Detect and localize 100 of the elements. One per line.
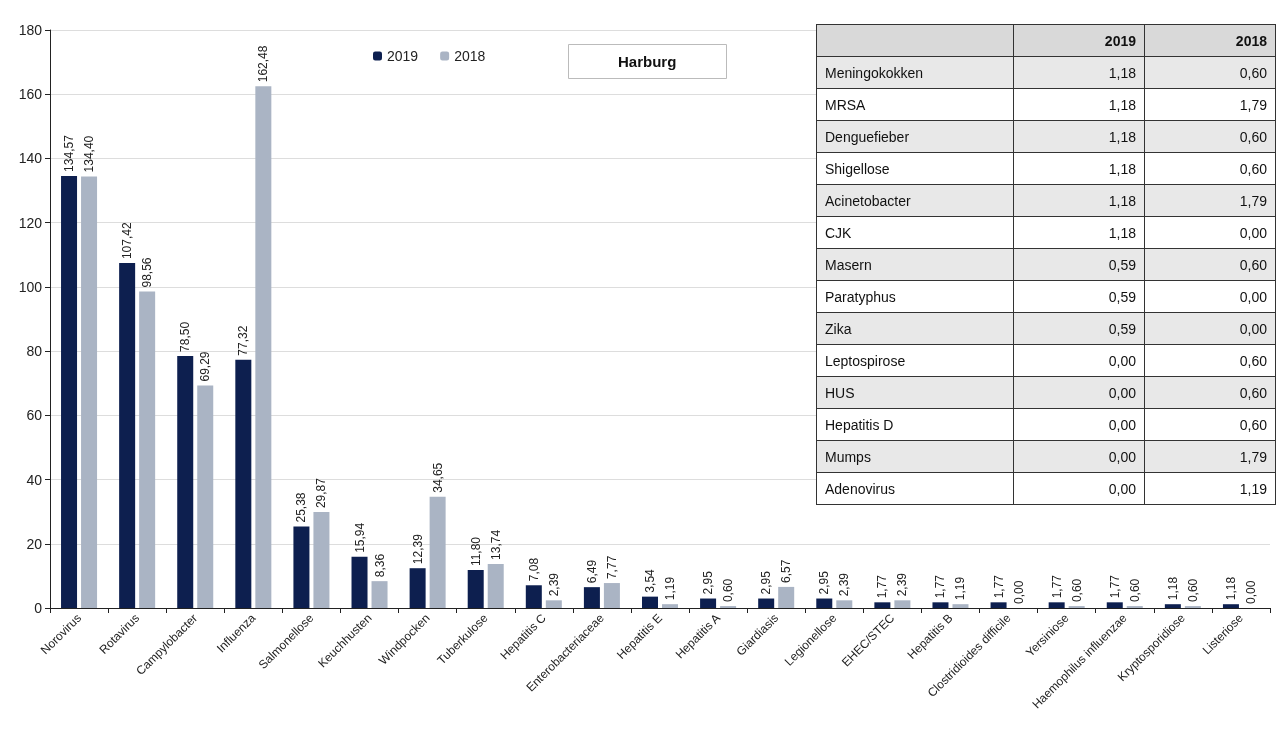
bar [1164, 604, 1181, 608]
data-label: 0,60 [1144, 120, 1276, 153]
data-label: 0,00 [1013, 472, 1145, 505]
bar [429, 496, 446, 608]
y-tick-label: 0 [34, 600, 43, 616]
category-label: MRSA [816, 88, 1014, 121]
data-label: 0,60 [1144, 56, 1276, 89]
data-label: 6,57 [779, 559, 794, 583]
data-label: 1,19 [953, 576, 968, 601]
data-label: 0,00 [1243, 580, 1258, 604]
data-label: 12,39 [410, 533, 425, 565]
y-tick-label: 140 [18, 150, 43, 167]
category-label: HUS [816, 376, 1014, 409]
data-label: 0,00 [1013, 344, 1145, 377]
category-label: Masern [816, 248, 1014, 281]
bar [641, 596, 658, 608]
text: Harburg [618, 53, 677, 70]
data-label: 0,59 [1013, 280, 1145, 313]
data-label: 1,77 [933, 574, 948, 599]
data-label: 11,80 [468, 536, 483, 567]
data-label: 0,60 [1144, 152, 1276, 185]
data-label: 1,79 [1144, 440, 1276, 473]
data-label: 2,39 [837, 572, 852, 597]
data-label: 1,18 [1013, 152, 1145, 185]
data-label: 3,54 [642, 568, 657, 593]
category-label: Denguefieber [816, 120, 1014, 153]
data-label: 2,95 [817, 570, 832, 595]
y-tick-label: 60 [26, 407, 43, 424]
y-tick-label: 100 [18, 278, 43, 295]
data-label: 0,60 [1144, 408, 1276, 441]
data-label: 1,79 [1144, 88, 1276, 121]
bar [81, 176, 98, 608]
bar [583, 587, 600, 608]
data-label: 0,60 [1127, 578, 1142, 603]
bar [313, 512, 330, 608]
data-label: 134,40 [82, 135, 97, 173]
data-label: 77,32 [236, 325, 251, 356]
data-label: 1,77 [1107, 574, 1122, 599]
data-label: 1,18 [1223, 576, 1238, 601]
data-label: 1,77 [875, 574, 890, 599]
series-label: 2018 [1144, 24, 1276, 57]
data-label: 0,00 [1011, 580, 1026, 604]
data-label: 7,08 [526, 557, 541, 582]
y-tick-label: 160 [18, 86, 43, 103]
data-label: 0,00 [1013, 440, 1145, 473]
data-label: 1,18 [1013, 184, 1145, 217]
data-label: 34,65 [430, 462, 445, 493]
legend-label: 2018 [454, 48, 486, 64]
bar [255, 86, 272, 608]
category-label: Paratyphus [816, 280, 1014, 313]
data-label: 134,57 [62, 134, 77, 172]
data-label: 1,18 [1013, 56, 1145, 89]
data-label: 0,60 [1144, 344, 1276, 377]
data-label: 0,00 [1013, 376, 1145, 409]
data-label: 0,60 [721, 578, 736, 603]
bar [700, 598, 717, 608]
data-label: 1,79 [1144, 184, 1276, 217]
bar [758, 598, 775, 608]
category-label: Leptospirose [816, 344, 1014, 377]
data-label: 78,50 [178, 321, 193, 352]
y-tick-label: 180 [18, 22, 43, 38]
bar [1222, 604, 1239, 608]
data-label: 107,42 [120, 222, 135, 260]
data-label: 0,60 [1144, 248, 1276, 281]
data-label: 162,48 [256, 45, 271, 83]
data-label: 1,18 [1013, 216, 1145, 249]
bar [293, 526, 310, 608]
data-label: 29,87 [314, 477, 329, 509]
data-label: 8,36 [372, 553, 387, 578]
bar [177, 355, 194, 608]
data-label: 0,59 [1013, 312, 1145, 345]
data-label: 0,59 [1013, 248, 1145, 281]
bar [894, 600, 911, 608]
data-label: 1,19 [1144, 472, 1276, 505]
y-tick-label: 120 [18, 214, 43, 231]
bar [371, 581, 388, 608]
category-label: CJK [816, 216, 1014, 249]
bar [525, 585, 542, 608]
bar [467, 570, 484, 608]
data-label: 1,18 [1013, 120, 1145, 153]
bar [836, 600, 853, 608]
bar [351, 556, 368, 608]
data-label: 13,74 [488, 529, 503, 560]
data-label: 0,60 [1185, 578, 1200, 603]
bar [990, 602, 1007, 608]
bar [487, 563, 504, 608]
bar [409, 568, 426, 608]
data-label: 0,00 [1144, 312, 1276, 345]
data-label: 2,39 [895, 572, 910, 597]
data-label: 2,39 [546, 572, 561, 597]
category-label: Adenovirus [816, 472, 1014, 505]
bar [61, 175, 78, 608]
bar [778, 586, 795, 608]
bar [139, 291, 156, 608]
y-tick-label: 20 [26, 535, 43, 552]
data-label: 6,49 [584, 559, 599, 584]
bar [816, 598, 833, 608]
bar [235, 359, 252, 608]
y-tick-label: 40 [26, 471, 43, 488]
category-label: Shigellose [816, 152, 1014, 185]
